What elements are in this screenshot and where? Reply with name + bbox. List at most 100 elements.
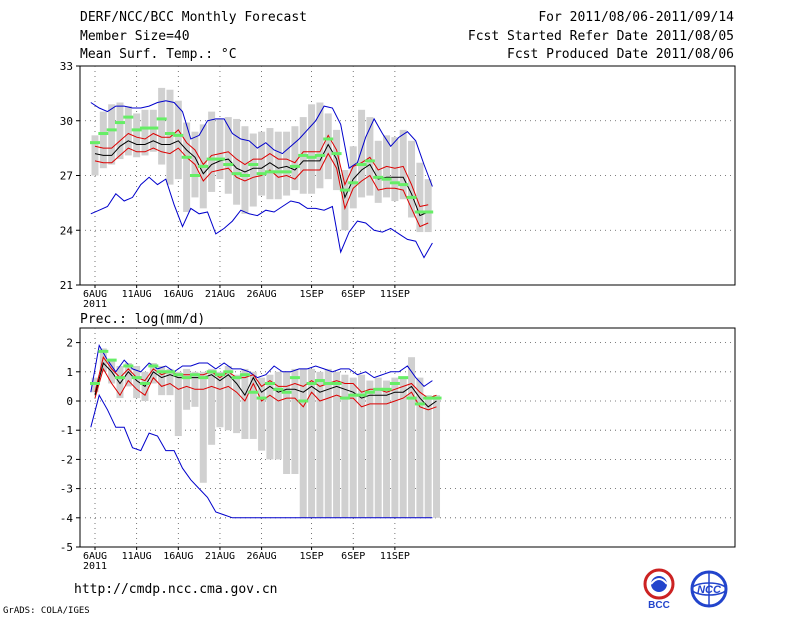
spread-bar <box>274 131 282 200</box>
y-tick-label: 33 <box>60 60 73 73</box>
observed-mark <box>189 174 200 177</box>
spread-bar <box>349 377 357 518</box>
series-mean-line <box>94 140 429 217</box>
spread-bar <box>241 368 249 439</box>
series-max-line <box>90 344 433 393</box>
x-tick-label: 21AUG <box>205 551 235 562</box>
spread-bar <box>183 122 191 212</box>
y-tick-label: -2 <box>60 453 73 466</box>
grads-credit: GrADS: COLA/IGES <box>3 606 90 616</box>
observed-mark <box>231 376 242 380</box>
spread-bar <box>316 371 324 518</box>
spread-bar <box>199 371 207 483</box>
observed-mark <box>156 117 167 121</box>
observed-mark <box>123 115 134 119</box>
forecast-period: For 2011/08/06-2011/09/14 <box>538 10 734 25</box>
y-tick-label: 24 <box>60 224 74 237</box>
spread-bar <box>349 146 357 209</box>
x-tick-label: 26AUG <box>247 289 277 300</box>
source-url[interactable]: http://cmdp.ncc.cma.gov.cn <box>74 582 278 597</box>
x-tick-label: 2011 <box>83 299 107 310</box>
observed-mark <box>223 163 234 167</box>
y-tick-label: 2 <box>66 337 73 350</box>
spread-bar <box>299 368 307 518</box>
observed-mark <box>123 364 134 368</box>
spread-bar <box>341 170 349 231</box>
observed-mark <box>148 364 159 368</box>
observed-mark <box>364 390 375 394</box>
observed-mark <box>189 373 200 377</box>
observed-mark <box>356 163 367 167</box>
observed-mark <box>373 175 384 179</box>
spread-bar <box>283 131 291 196</box>
observed-mark <box>314 379 325 383</box>
observed-mark <box>239 174 250 177</box>
x-tick-label: 11AUG <box>122 289 152 300</box>
spread-bar <box>308 368 316 518</box>
observed-mark <box>331 381 342 385</box>
spread-bar <box>258 131 266 196</box>
observed-mark <box>281 170 292 174</box>
observed-mark <box>214 157 225 161</box>
spread-bar <box>133 365 141 399</box>
spread-bar <box>274 371 282 460</box>
observed-mark <box>348 181 359 185</box>
spread-bar <box>124 363 132 387</box>
spread-bar <box>408 357 416 518</box>
x-tick-label: 6SEP <box>341 289 365 300</box>
spread-bar <box>116 365 124 399</box>
observed-mark <box>389 381 400 385</box>
x-tick-label: 26AUG <box>247 551 277 562</box>
observed-mark <box>181 376 192 380</box>
series-max-line <box>90 100 433 187</box>
spread-bar <box>208 368 216 445</box>
spread-bar <box>166 368 174 396</box>
spread-bar <box>291 368 299 474</box>
spread-bar <box>174 100 182 180</box>
observed-mark <box>223 370 234 374</box>
y-tick-label: -1 <box>60 424 73 437</box>
spread-bar <box>383 380 391 518</box>
fcst-produced-date: Fcst Produced Date 2011/08/06 <box>507 47 734 62</box>
x-tick-label: 11SEP <box>380 551 410 562</box>
observed-mark <box>348 393 359 397</box>
observed-mark <box>98 349 109 353</box>
observed-mark <box>148 126 159 130</box>
x-tick-label: 6SEP <box>341 551 365 562</box>
spread-bar <box>366 380 374 518</box>
observed-mark <box>206 370 217 374</box>
observed-mark <box>323 381 334 385</box>
observed-mark <box>364 159 375 163</box>
spread-bar <box>174 371 182 437</box>
spread-bar <box>399 129 407 200</box>
spread-bar <box>358 374 366 518</box>
observed-mark <box>389 181 400 185</box>
spread-bar <box>258 377 266 451</box>
series-lower-line <box>94 147 429 228</box>
spread-bar <box>91 135 99 176</box>
observed-mark <box>339 396 350 400</box>
bcc-logo: BCC <box>643 568 675 610</box>
observed-mark <box>139 381 150 385</box>
spread-bar <box>316 102 324 189</box>
spread-bar <box>249 133 257 207</box>
spread-bar <box>99 111 107 169</box>
observed-mark <box>289 164 300 168</box>
observed-mark <box>256 172 267 176</box>
observed-mark <box>173 133 184 137</box>
x-tick-label: 21AUG <box>205 289 235 300</box>
observed-mark <box>131 376 142 380</box>
spread-bar <box>158 87 166 165</box>
observed-mark <box>198 376 209 380</box>
observed-mark <box>373 387 384 391</box>
spread-bar <box>149 109 157 152</box>
observed-mark <box>139 126 150 130</box>
y-tick-label: -5 <box>60 541 73 554</box>
ncc-logo: NCC <box>690 570 728 608</box>
observed-mark <box>114 121 125 125</box>
observed-mark <box>106 128 117 132</box>
y-tick-label: 30 <box>60 115 73 128</box>
spread-bar <box>224 365 232 431</box>
observed-mark <box>264 170 275 174</box>
